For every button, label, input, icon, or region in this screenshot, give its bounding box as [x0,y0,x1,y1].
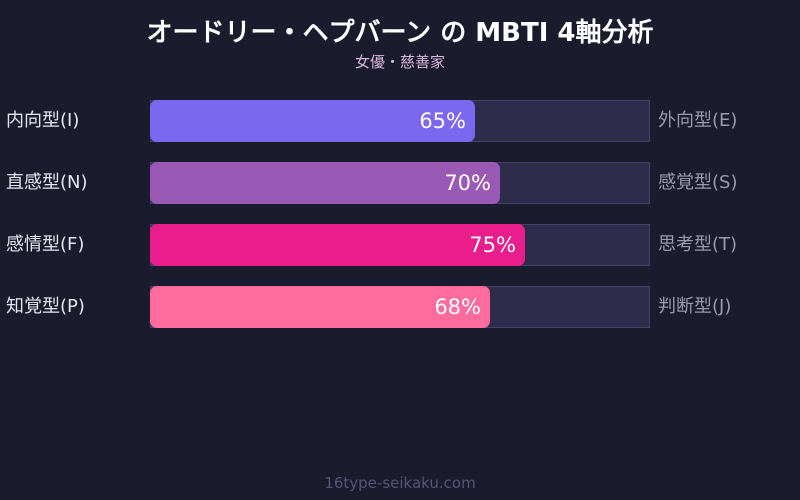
right-label: 思考型(T) [658,234,738,255]
left-label: 知覚型(P) [6,296,85,317]
right-label: 感覚型(S) [658,172,738,193]
percent-label: 68% [434,295,481,319]
bar-fill: 65% [150,100,475,142]
left-label: 内向型(I) [6,110,80,131]
right-label: 判断型(J) [658,296,732,317]
axis-row-ns: 直感型(N) 70% 感覚型(S) [0,162,800,204]
axis-row-pj: 知覚型(P) 68% 判断型(J) [0,286,800,328]
axis-row-ft: 感情型(F) 75% 思考型(T) [0,224,800,266]
bar-fill: 70% [150,162,500,204]
bar-fill: 68% [150,286,490,328]
left-label: 直感型(N) [6,172,88,193]
left-label: 感情型(F) [6,234,85,255]
percent-label: 75% [469,233,516,257]
percent-label: 70% [444,171,491,195]
bar-fill: 75% [150,224,525,266]
chart-title: オードリー・ヘプバーン の MBTI 4軸分析 [146,18,654,48]
footer-watermark: 16type-seikaku.com [324,474,476,492]
right-label: 外向型(E) [658,110,738,131]
chart-subtitle: 女優・慈善家 [354,53,445,71]
percent-label: 65% [419,109,466,133]
axis-row-ie: 内向型(I) 65% 外向型(E) [0,100,800,142]
